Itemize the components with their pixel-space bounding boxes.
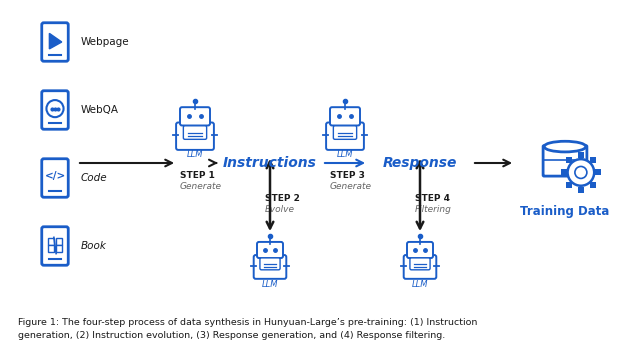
FancyBboxPatch shape: [330, 107, 360, 126]
FancyBboxPatch shape: [410, 258, 430, 270]
Circle shape: [47, 100, 63, 117]
Ellipse shape: [544, 141, 586, 152]
FancyBboxPatch shape: [42, 159, 68, 197]
FancyBboxPatch shape: [184, 126, 207, 139]
FancyBboxPatch shape: [566, 182, 572, 188]
Text: STEP 2: STEP 2: [265, 194, 300, 203]
FancyBboxPatch shape: [48, 245, 54, 252]
FancyBboxPatch shape: [595, 170, 601, 175]
FancyBboxPatch shape: [590, 182, 596, 188]
FancyBboxPatch shape: [333, 126, 356, 139]
FancyBboxPatch shape: [590, 157, 596, 163]
FancyBboxPatch shape: [56, 245, 62, 252]
Text: Evolve: Evolve: [265, 205, 295, 214]
FancyBboxPatch shape: [42, 227, 68, 265]
Text: LLM: LLM: [187, 150, 204, 159]
FancyBboxPatch shape: [407, 242, 433, 258]
Text: LLM: LLM: [412, 280, 428, 289]
Text: Figure 1: The four-step process of data synthesis in Hunyuan-Large’s pre-trainin: Figure 1: The four-step process of data …: [18, 318, 477, 327]
FancyBboxPatch shape: [566, 157, 572, 163]
FancyBboxPatch shape: [561, 170, 566, 175]
FancyBboxPatch shape: [578, 152, 584, 158]
Text: Filtering: Filtering: [415, 205, 452, 214]
Text: Generate: Generate: [180, 182, 222, 191]
Text: LLM: LLM: [337, 150, 353, 159]
FancyBboxPatch shape: [42, 23, 68, 61]
Text: WebQA: WebQA: [81, 105, 119, 115]
Text: Instructions: Instructions: [223, 156, 317, 170]
Circle shape: [568, 159, 594, 186]
FancyBboxPatch shape: [543, 146, 587, 176]
Polygon shape: [49, 33, 61, 49]
FancyBboxPatch shape: [257, 242, 283, 258]
Text: Training Data: Training Data: [520, 205, 610, 218]
FancyBboxPatch shape: [404, 255, 436, 279]
FancyBboxPatch shape: [260, 258, 280, 270]
Text: generation, (2) Instruction evolution, (3) Response generation, and (4) Response: generation, (2) Instruction evolution, (…: [18, 331, 445, 340]
Text: LLM: LLM: [262, 280, 278, 289]
FancyBboxPatch shape: [253, 255, 286, 279]
Text: STEP 1: STEP 1: [180, 171, 215, 180]
Text: STEP 4: STEP 4: [415, 194, 450, 203]
Text: Book: Book: [81, 241, 107, 251]
FancyBboxPatch shape: [176, 122, 214, 150]
Text: STEP 3: STEP 3: [330, 171, 365, 180]
FancyBboxPatch shape: [180, 107, 210, 126]
Text: Webpage: Webpage: [81, 37, 130, 47]
Text: </>: </>: [44, 171, 66, 181]
Text: Generate: Generate: [330, 182, 372, 191]
Circle shape: [575, 167, 587, 179]
FancyBboxPatch shape: [578, 187, 584, 193]
FancyBboxPatch shape: [42, 91, 68, 129]
FancyBboxPatch shape: [56, 238, 62, 245]
Text: Code: Code: [81, 173, 108, 183]
FancyBboxPatch shape: [326, 122, 364, 150]
FancyBboxPatch shape: [48, 238, 54, 245]
Text: Response: Response: [383, 156, 457, 170]
